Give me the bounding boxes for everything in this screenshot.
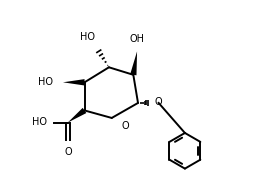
Text: O: O <box>122 121 130 131</box>
Polygon shape <box>63 79 85 85</box>
Polygon shape <box>68 108 86 123</box>
Text: HO: HO <box>38 77 53 87</box>
Text: HO: HO <box>80 32 95 42</box>
Text: O: O <box>155 97 162 107</box>
Text: OH: OH <box>129 34 145 44</box>
Polygon shape <box>130 51 137 75</box>
Text: O: O <box>64 147 72 157</box>
Text: HO: HO <box>32 117 47 127</box>
